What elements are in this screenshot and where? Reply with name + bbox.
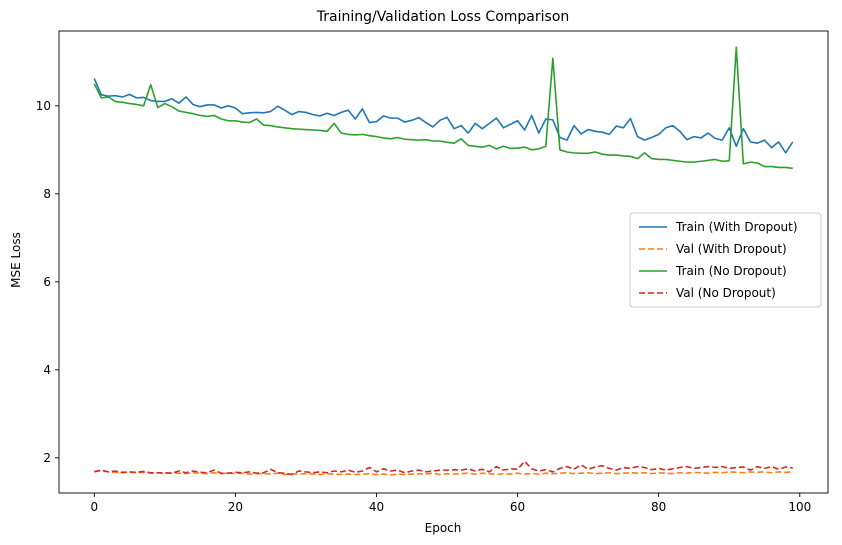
y-tick-label: 10 <box>36 99 51 113</box>
legend-label: Train (No Dropout) <box>675 264 787 278</box>
y-tick-label: 8 <box>43 187 51 201</box>
series-line-3 <box>94 460 793 476</box>
series-line-1 <box>94 470 793 476</box>
x-axis-title: Epoch <box>425 521 462 535</box>
plot-lines <box>93 46 794 476</box>
legend-label: Val (With Dropout) <box>676 242 787 256</box>
legend: Train (With Dropout) Val (With Dropout) Tr… <box>629 212 822 308</box>
legend-box <box>629 212 822 308</box>
x-tick-label: 0 <box>90 500 98 514</box>
series-line-0 <box>93 78 794 154</box>
x-tick-label: 20 <box>228 500 243 514</box>
x-tick-label: 100 <box>788 500 811 514</box>
y-axis-title: MSE Loss <box>9 232 23 288</box>
x-tick-label: 80 <box>651 500 666 514</box>
y-tick-label: 2 <box>43 451 51 465</box>
legend-label: Val (No Dropout) <box>676 286 776 300</box>
y-tick-label: 6 <box>43 275 51 289</box>
plot-frame <box>58 30 829 494</box>
chart-title: Training/Validation Loss Comparison <box>316 9 570 25</box>
x-tick-label: 40 <box>369 500 384 514</box>
legend-label: Train (With Dropout) <box>675 220 798 234</box>
x-ticks: 0 20 40 60 80 100 <box>90 493 811 514</box>
series-line-2 <box>93 46 793 170</box>
y-ticks: 2 4 6 8 10 <box>36 99 59 465</box>
y-tick-label: 4 <box>43 363 51 377</box>
x-tick-label: 60 <box>510 500 525 514</box>
